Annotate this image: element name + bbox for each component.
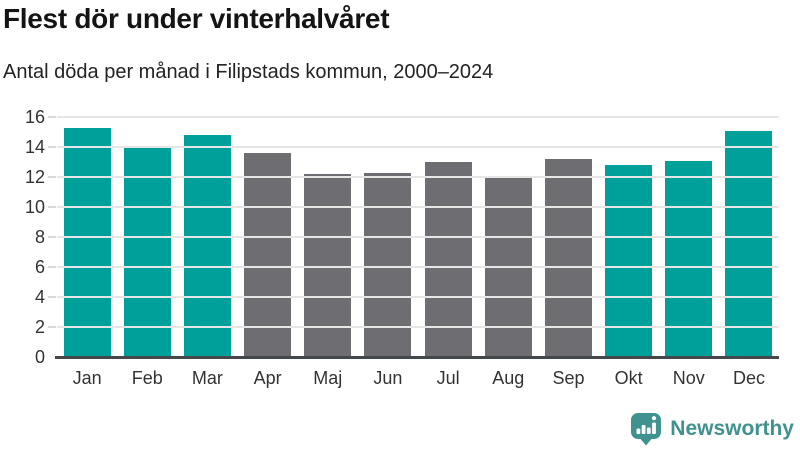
bar-okt	[605, 165, 653, 357]
bar-slot-mar	[177, 117, 237, 357]
bar-jun	[364, 172, 412, 357]
x-axis-label-mar: Mar	[191, 368, 223, 388]
bar-feb	[123, 147, 171, 357]
y-tick-mark	[48, 176, 56, 178]
y-tick-mark	[48, 206, 56, 208]
y-tick-mark	[48, 116, 56, 118]
bar-slot-dec	[719, 117, 779, 357]
x-axis-label-sep: Sep	[552, 368, 585, 388]
y-tick-mark	[48, 266, 56, 268]
gridline-y-8	[57, 236, 779, 238]
bar-mar	[183, 135, 231, 357]
gridline-y-10	[57, 206, 779, 208]
newsworthy-logo-icon	[631, 413, 662, 446]
gridline-y-2	[57, 326, 779, 328]
y-axis-label-6: 6	[34, 257, 45, 277]
bar-slot-jan	[57, 117, 117, 357]
x-axis-label-maj: Maj	[313, 368, 343, 388]
x-axis-label-feb: Feb	[131, 368, 163, 388]
bar-nov	[665, 160, 713, 357]
x-axis-label-jul: Jul	[436, 368, 460, 388]
x-axis-label-jun: Jun	[373, 368, 403, 388]
bar-slot-nov	[659, 117, 719, 357]
bar-sep	[544, 159, 592, 357]
x-axis: Jan Feb Mar Apr Maj Jun Jul Aug Sep Okt Nov Dec	[57, 367, 779, 389]
x-axis-line	[55, 356, 779, 359]
y-axis-label-2: 2	[34, 317, 45, 337]
y-axis: 0 2 4 6 8 10 12 14 16	[0, 107, 45, 367]
bar-slot-jul	[418, 117, 478, 357]
y-axis-label-8: 8	[34, 227, 45, 247]
chart-title: Flest dör under vinterhalvåret	[3, 3, 390, 34]
x-axis-label-apr: Apr	[253, 368, 282, 388]
x-axis-label-aug: Aug	[492, 368, 525, 388]
gridline-y-12	[57, 176, 779, 178]
gridline-y-14	[57, 146, 779, 148]
chart-subtitle: Antal döda per månad i Filipstads kommun…	[3, 61, 494, 83]
y-axis-label-10: 10	[24, 197, 45, 217]
bar-jul	[424, 162, 472, 357]
bar-dec	[725, 130, 773, 357]
bar-slot-sep	[538, 117, 598, 357]
bar-apr	[244, 153, 292, 357]
bar-slot-apr	[238, 117, 298, 357]
x-axis-label-jan: Jan	[72, 368, 102, 388]
x-axis-label-nov: Nov	[672, 368, 705, 388]
x-axis-label-okt: Okt	[614, 368, 643, 388]
y-tick-mark	[48, 146, 56, 148]
gridline-y-4	[57, 296, 779, 298]
y-axis-label-16: 16	[24, 107, 45, 127]
brand-footer: Newsworthy	[629, 412, 794, 446]
bar-slot-okt	[599, 117, 659, 357]
y-tick-mark	[48, 296, 56, 298]
gridline-y-16	[57, 116, 779, 118]
y-axis-label-0: 0	[34, 347, 45, 367]
y-axis-label-12: 12	[24, 167, 45, 187]
y-tick-mark	[48, 326, 56, 328]
plot-area	[48, 116, 779, 357]
bar-slot-feb	[117, 117, 177, 357]
y-axis-label-4: 4	[34, 287, 45, 307]
newsworthy-wordmark: Newsworthy	[670, 417, 794, 440]
y-axis-label-14: 14	[24, 137, 45, 157]
x-axis-label-dec: Dec	[732, 368, 765, 388]
y-tick-mark	[48, 236, 56, 238]
bar-jan	[63, 127, 111, 357]
gridline-y-6	[57, 266, 779, 268]
